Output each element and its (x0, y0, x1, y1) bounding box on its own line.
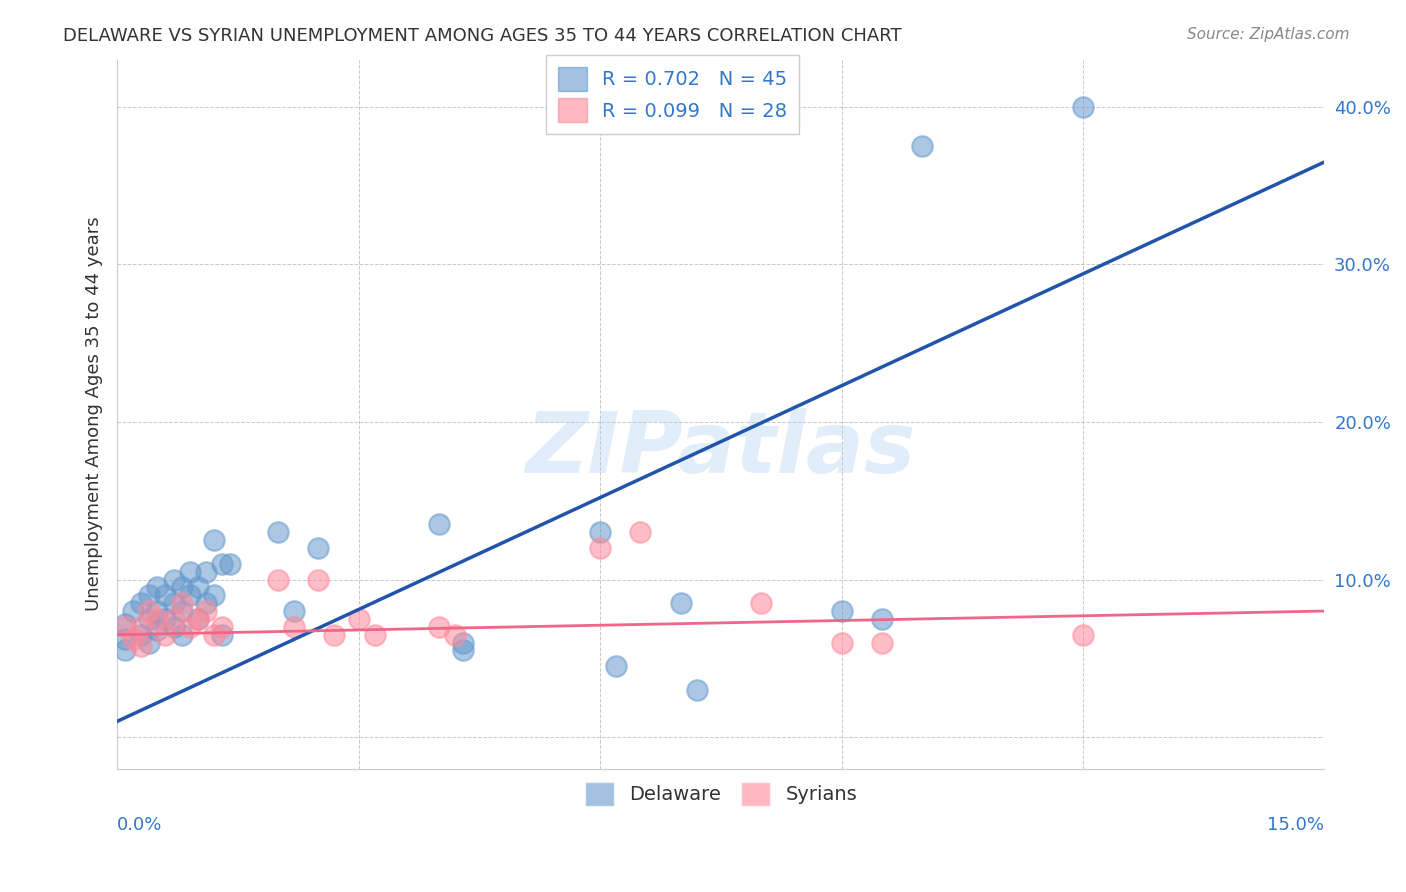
Point (451, 635, 474, 649)
Point (831, 635, 853, 649)
Point (669, 596, 692, 610)
Point (138, 604, 160, 618)
Y-axis label: Unemployment Among Ages 35 to 44 years: Unemployment Among Ages 35 to 44 years (86, 217, 103, 611)
Point (170, 604, 193, 618)
Point (146, 604, 169, 618)
Point (364, 628, 387, 642)
Point (170, 581, 193, 595)
Point (202, 588, 225, 602)
Text: ZIPatlas: ZIPatlas (526, 408, 915, 491)
Point (589, 525, 612, 540)
Point (114, 616, 136, 631)
Point (131, 639, 153, 653)
Text: 0.0%: 0.0% (117, 816, 163, 834)
Point (146, 623, 169, 637)
Point (911, 139, 934, 153)
Text: DELAWARE VS SYRIAN UNEMPLOYMENT AMONG AGES 35 TO 44 YEARS CORRELATION CHART: DELAWARE VS SYRIAN UNEMPLOYMENT AMONG AG… (63, 27, 901, 45)
Point (267, 525, 290, 540)
Point (831, 604, 853, 618)
Point (307, 541, 329, 555)
Point (138, 635, 160, 649)
Point (155, 612, 177, 626)
Point (146, 581, 169, 595)
Point (218, 557, 240, 571)
Point (685, 682, 707, 697)
Point (162, 612, 184, 626)
Point (170, 628, 193, 642)
Point (283, 620, 305, 634)
Point (170, 596, 193, 610)
Point (162, 573, 184, 587)
Point (427, 620, 450, 634)
Point (347, 612, 370, 626)
Text: 15.0%: 15.0% (1267, 816, 1324, 834)
Point (202, 533, 225, 548)
Point (589, 541, 612, 555)
Point (451, 643, 474, 657)
Point (211, 557, 233, 571)
Point (194, 565, 217, 579)
Text: Source: ZipAtlas.com: Source: ZipAtlas.com (1187, 27, 1350, 42)
Point (114, 632, 136, 647)
Point (202, 628, 225, 642)
Point (605, 659, 627, 673)
Point (131, 628, 153, 642)
Point (194, 596, 217, 610)
Point (138, 612, 160, 626)
Point (628, 525, 651, 540)
Point (267, 573, 290, 587)
Point (211, 620, 233, 634)
Point (138, 588, 160, 602)
Point (427, 517, 450, 532)
Point (122, 632, 145, 647)
Point (307, 573, 329, 587)
Point (870, 635, 893, 649)
Point (162, 620, 184, 634)
Point (211, 628, 233, 642)
Point (1071, 100, 1094, 114)
Point (155, 628, 177, 642)
Point (1071, 628, 1094, 642)
Point (179, 565, 201, 579)
Point (749, 596, 772, 610)
Point (187, 612, 209, 626)
Point (146, 612, 169, 626)
Point (114, 620, 136, 634)
Point (444, 628, 467, 642)
Point (179, 588, 201, 602)
Point (187, 612, 209, 626)
Point (162, 596, 184, 610)
Point (122, 604, 145, 618)
Point (155, 588, 177, 602)
Point (194, 604, 217, 618)
Point (131, 596, 153, 610)
Point (323, 628, 346, 642)
Legend: Delaware, Syrians: Delaware, Syrians (575, 772, 866, 815)
Point (131, 620, 153, 634)
Point (870, 612, 893, 626)
Point (179, 620, 201, 634)
Point (187, 581, 209, 595)
Point (283, 604, 305, 618)
Point (114, 643, 136, 657)
